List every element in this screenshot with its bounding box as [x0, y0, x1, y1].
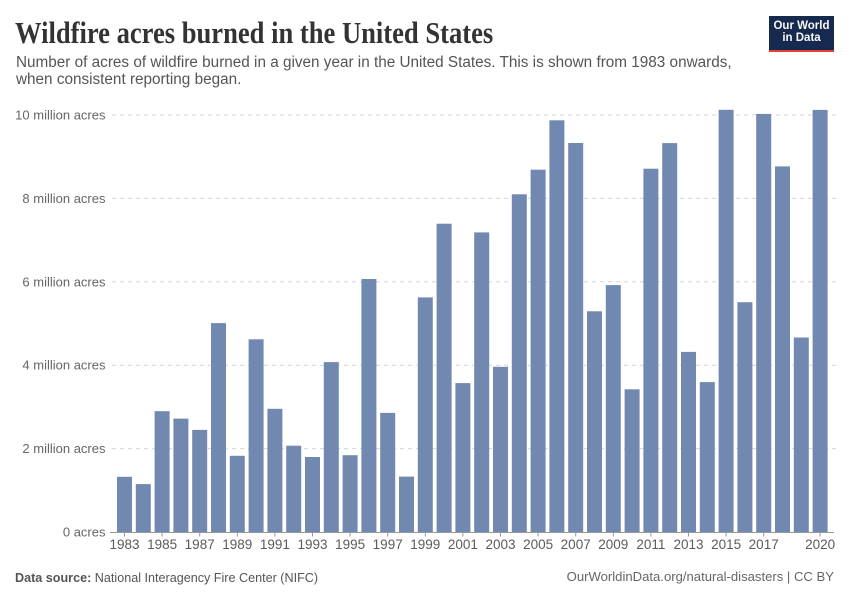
svg-text:1985: 1985 [147, 537, 177, 552]
svg-text:1991: 1991 [260, 537, 290, 552]
svg-text:2 million acres: 2 million acres [22, 441, 106, 456]
svg-text:1997: 1997 [373, 537, 403, 552]
svg-text:0 acres: 0 acres [63, 525, 106, 540]
svg-text:8 million acres: 8 million acres [22, 191, 106, 206]
svg-text:1993: 1993 [297, 537, 327, 552]
svg-text:1989: 1989 [222, 537, 252, 552]
svg-text:6 million acres: 6 million acres [22, 274, 106, 289]
svg-text:4 million acres: 4 million acres [22, 358, 106, 373]
svg-text:1995: 1995 [335, 537, 365, 552]
svg-text:2005: 2005 [523, 537, 553, 552]
svg-text:2001: 2001 [448, 537, 478, 552]
svg-text:10 million acres: 10 million acres [15, 108, 106, 123]
svg-text:2011: 2011 [636, 537, 665, 552]
svg-text:1983: 1983 [109, 537, 139, 552]
svg-text:2013: 2013 [673, 537, 703, 552]
svg-text:2017: 2017 [749, 537, 779, 552]
svg-text:1999: 1999 [410, 537, 440, 552]
svg-text:2003: 2003 [485, 537, 515, 552]
svg-text:2020: 2020 [805, 537, 835, 552]
svg-text:1987: 1987 [185, 537, 215, 552]
svg-text:2015: 2015 [711, 537, 741, 552]
svg-text:2007: 2007 [561, 537, 591, 552]
svg-text:2009: 2009 [598, 537, 628, 552]
